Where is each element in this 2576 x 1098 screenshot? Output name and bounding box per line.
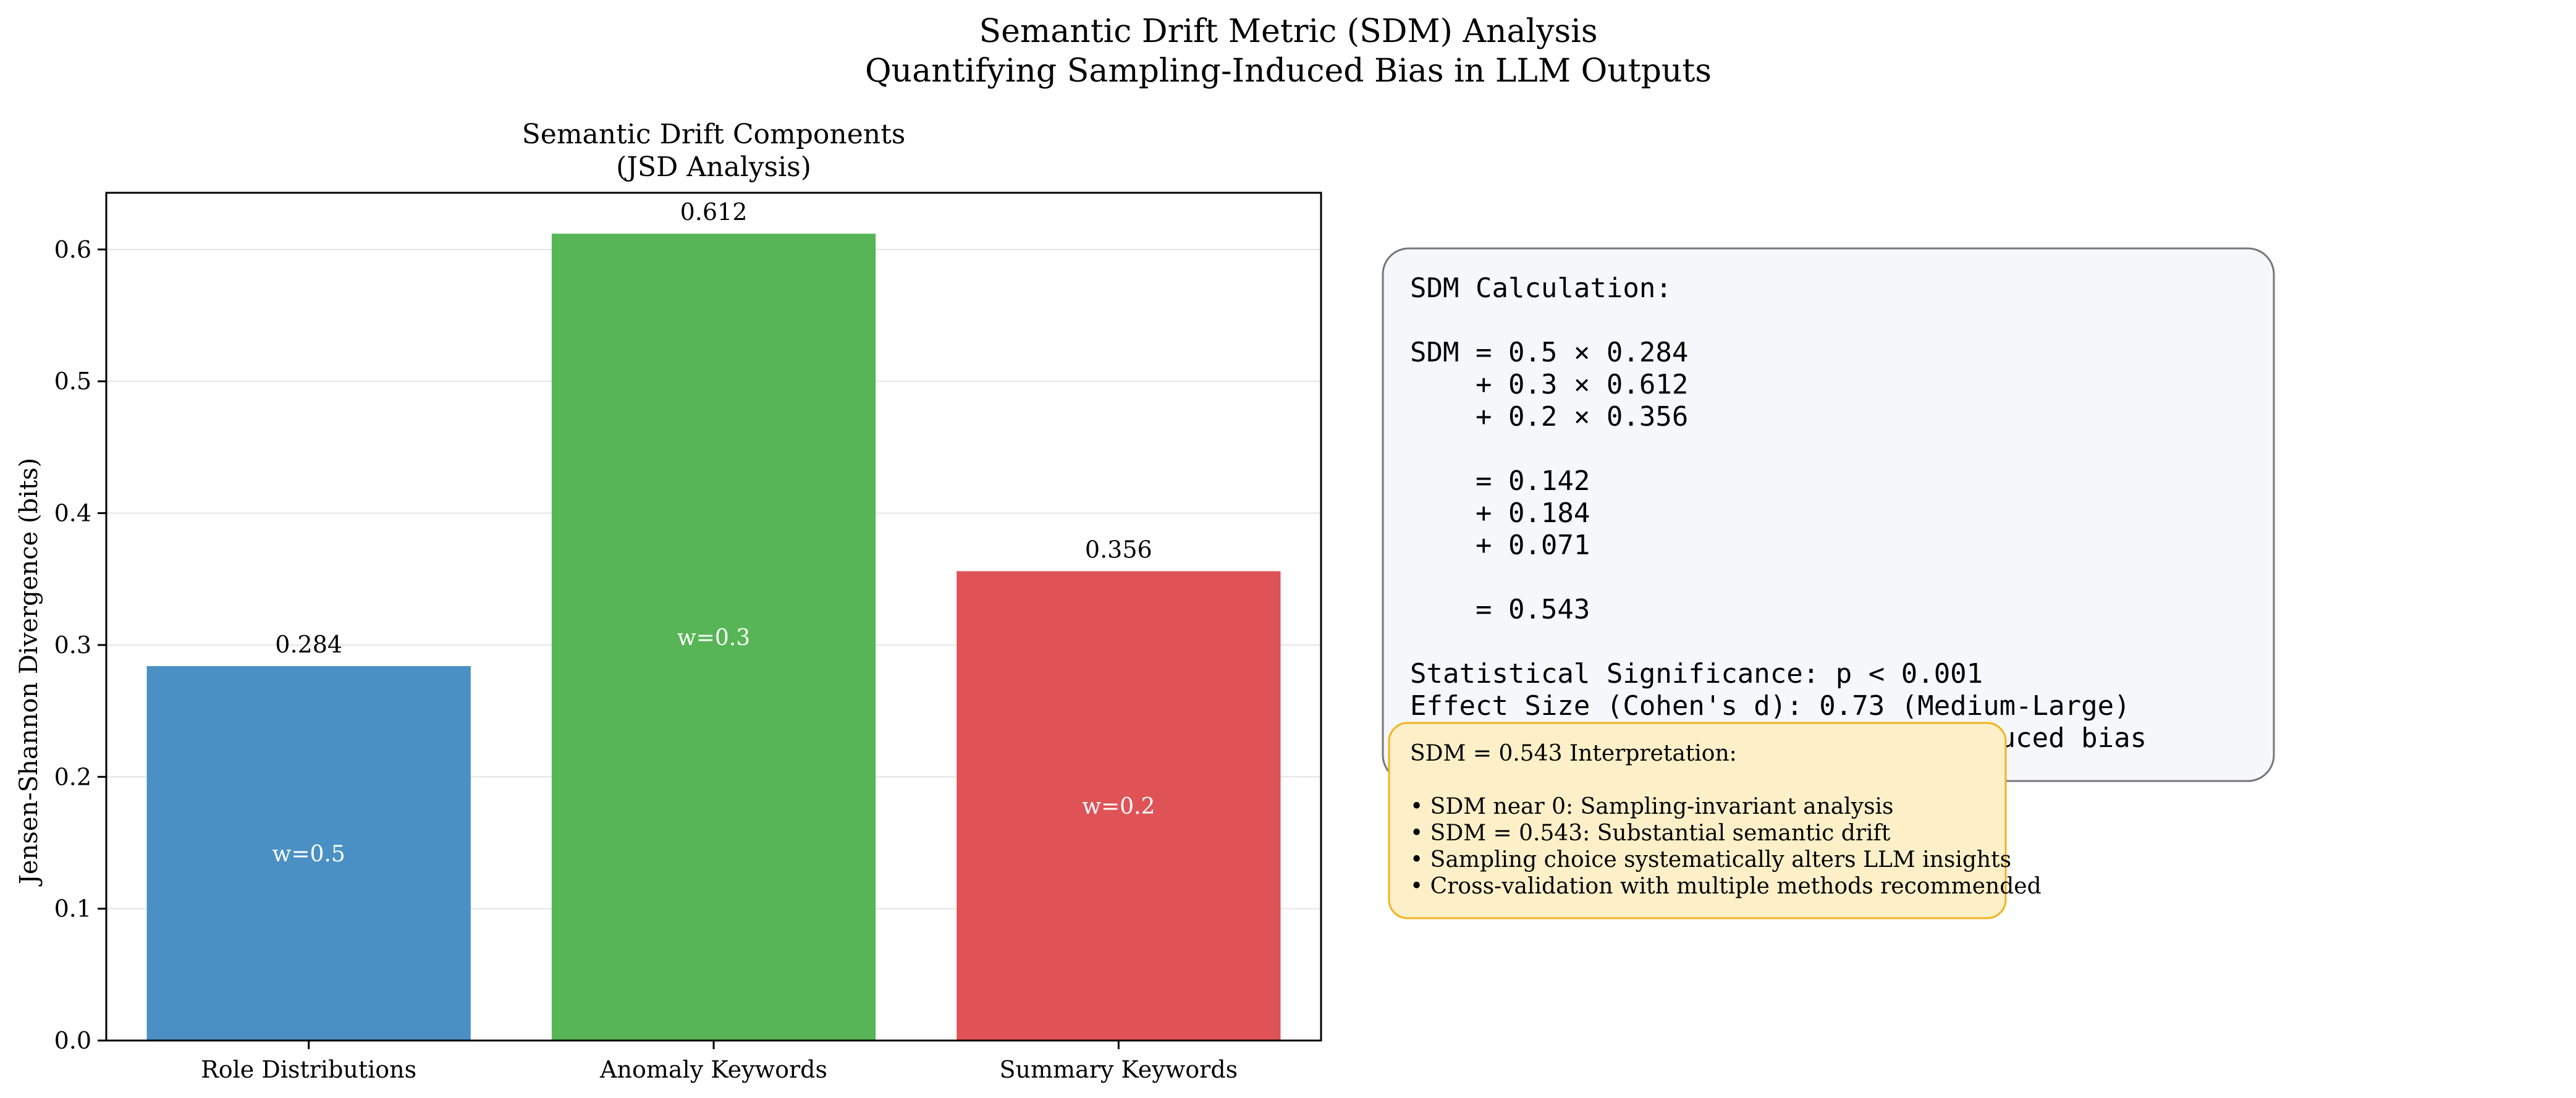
bar-value-label: 0.612 bbox=[680, 198, 748, 226]
bar-weight-label: w=0.5 bbox=[272, 842, 345, 867]
figure-title-line1: Semantic Drift Metric (SDM) Analysis bbox=[979, 13, 1598, 50]
interpretation-box bbox=[1388, 722, 2007, 919]
x-tick-label: Anomaly Keywords bbox=[599, 1056, 827, 1083]
calc-line: = 0.142 bbox=[1410, 465, 1590, 497]
calc-line: + 0.184 bbox=[1410, 497, 1590, 529]
bar-summary-keywords bbox=[956, 571, 1281, 1041]
x-ticks: Role Distributions Anomaly Keywords Summar… bbox=[201, 1041, 1238, 1083]
calc-line: Statistical Significance: p < 0.001 bbox=[1410, 658, 1983, 690]
y-tick-label: 0.0 bbox=[54, 1027, 91, 1054]
calc-line: SDM Calculation: bbox=[1410, 272, 1672, 304]
bar-weight-label: w=0.2 bbox=[1082, 794, 1155, 819]
interp-line: SDM = 0.543 Interpretation: bbox=[1410, 741, 1737, 766]
bar-anomaly-keywords bbox=[551, 234, 876, 1041]
calc-line: SDM = 0.5 × 0.284 bbox=[1410, 337, 1688, 368]
figure-title-line2: Quantifying Sampling-Induced Bias in LLM… bbox=[865, 53, 1712, 90]
bar-role-distributions bbox=[146, 666, 471, 1041]
y-tick-label: 0.2 bbox=[54, 763, 91, 790]
interpretation-text: SDM = 0.543 Interpretation: • SDM near 0:… bbox=[1410, 741, 2042, 899]
bar-weight-label: w=0.3 bbox=[677, 625, 750, 651]
y-tick-label: 0.3 bbox=[54, 631, 91, 659]
y-tick-label: 0.6 bbox=[54, 236, 91, 263]
y-tick-label: 0.4 bbox=[54, 500, 91, 527]
y-tick-label: 0.5 bbox=[54, 368, 91, 395]
y-axis-label: Jensen-Shannon Divergence (bits) bbox=[15, 458, 43, 887]
calc-line: Effect Size (Cohen's d): 0.73 (Medium-La… bbox=[1410, 690, 2130, 722]
chart-title-line2: (JSD Analysis) bbox=[616, 151, 811, 183]
interp-line: • Sampling choice systematically alters … bbox=[1410, 847, 2011, 872]
bars: 0.284 w=0.5 0.612 w=0.3 0.356 w=0.2 bbox=[146, 198, 1281, 1041]
bar-value-label: 0.356 bbox=[1085, 536, 1152, 563]
chart-title-line1: Semantic Drift Components bbox=[522, 119, 906, 150]
bar-value-label: 0.284 bbox=[275, 631, 342, 658]
y-tick-label: 0.1 bbox=[54, 895, 91, 923]
plot-frame bbox=[105, 192, 1322, 1042]
interp-line: • SDM near 0: Sampling-invariant analysi… bbox=[1410, 794, 1894, 819]
calc-line: + 0.071 bbox=[1410, 530, 1590, 561]
interp-line: • SDM = 0.543: Substantial semantic drif… bbox=[1410, 821, 1891, 846]
calc-line: + 0.2 × 0.356 bbox=[1410, 401, 1688, 433]
x-tick-label: Summary Keywords bbox=[999, 1056, 1238, 1083]
calc-line: + 0.3 × 0.612 bbox=[1410, 369, 1688, 400]
y-ticks: 0.0 0.1 0.2 0.3 0.4 0.5 0.6 bbox=[54, 236, 106, 1054]
interp-line: • Cross-validation with multiple methods… bbox=[1410, 874, 2042, 899]
calc-line: = 0.543 bbox=[1410, 594, 1590, 625]
x-tick-label: Role Distributions bbox=[201, 1056, 416, 1083]
